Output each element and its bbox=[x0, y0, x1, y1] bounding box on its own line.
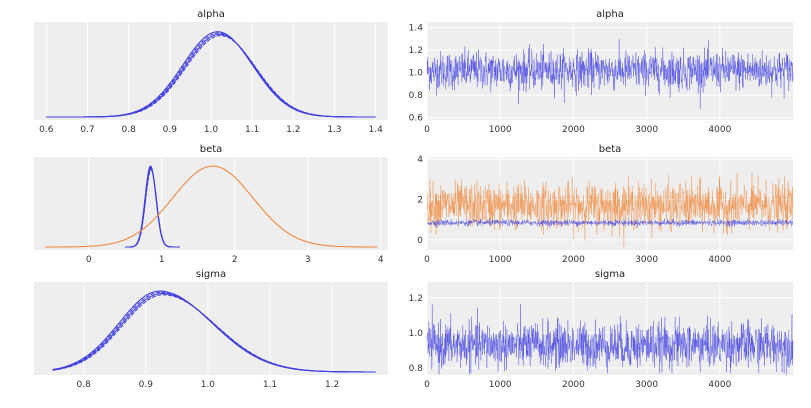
x-tick-label: 0 bbox=[86, 255, 92, 265]
x-tick-label: 4000 bbox=[708, 255, 731, 265]
panel-title: alpha bbox=[596, 9, 624, 20]
x-tick-label: 1.4 bbox=[368, 125, 383, 135]
density-curve bbox=[125, 169, 180, 248]
y-tick-label: 1.0 bbox=[409, 329, 424, 339]
density-curve bbox=[44, 165, 378, 248]
plot-area bbox=[34, 282, 388, 375]
x-tick-label: 1.2 bbox=[325, 380, 339, 390]
panel-title: beta bbox=[200, 144, 223, 155]
plot-area bbox=[427, 282, 793, 375]
x-tick-label: 1000 bbox=[489, 380, 512, 390]
x-tick-label: 3 bbox=[305, 255, 311, 265]
trace-line bbox=[427, 218, 794, 228]
x-tick-label: 0.6 bbox=[39, 125, 54, 135]
x-tick-label: 2000 bbox=[562, 255, 585, 265]
y-tick-label: 2 bbox=[417, 195, 423, 205]
y-tick-label: 0.8 bbox=[409, 364, 424, 374]
x-tick-label: 0.8 bbox=[77, 380, 92, 390]
x-tick-label: 1.1 bbox=[245, 125, 259, 135]
panel-beta-density: beta 0 1 2 3 4 bbox=[34, 144, 388, 265]
y-tick-label: 1.2 bbox=[409, 294, 423, 304]
x-tick-label: 3000 bbox=[635, 255, 658, 265]
x-tick-label: 1.3 bbox=[327, 125, 341, 135]
panel-alpha-trace: alpha 0 1000 2000 3000 4000 0.6 0.8 1.0 1.2 1.4 bbox=[409, 9, 794, 135]
x-tick-label: 1.0 bbox=[204, 125, 219, 135]
plot-area bbox=[34, 157, 388, 250]
x-tick-label: 0.8 bbox=[122, 125, 137, 135]
x-tick-label: 1000 bbox=[489, 125, 512, 135]
density-curve bbox=[46, 33, 376, 118]
y-tick-label: 0 bbox=[417, 236, 423, 246]
x-tick-label: 0.7 bbox=[80, 125, 94, 135]
x-tick-label: 2000 bbox=[562, 380, 585, 390]
panel-title: beta bbox=[599, 144, 622, 155]
x-tick-label: 4 bbox=[378, 255, 384, 265]
x-tick-label: 3000 bbox=[635, 380, 658, 390]
panel-title: alpha bbox=[197, 9, 225, 20]
x-tick-label: 1000 bbox=[489, 255, 512, 265]
x-tick-label: 0 bbox=[424, 380, 430, 390]
trace-line bbox=[426, 304, 794, 375]
x-tick-label: 0 bbox=[424, 125, 430, 135]
x-tick-label: 0 bbox=[424, 255, 430, 265]
x-tick-label: 1 bbox=[159, 255, 165, 265]
x-tick-label: 3000 bbox=[635, 125, 658, 135]
y-tick-label: 1.0 bbox=[409, 69, 424, 79]
panel-beta-trace: beta 0 1000 2000 3000 4000 0 2 4 bbox=[417, 144, 794, 265]
x-tick-label: 4000 bbox=[708, 380, 731, 390]
y-tick-label: 4 bbox=[417, 155, 423, 165]
x-tick-label: 1.0 bbox=[201, 380, 216, 390]
y-tick-label: 1.4 bbox=[409, 24, 424, 34]
trace-line bbox=[426, 39, 794, 109]
y-tick-label: 0.8 bbox=[409, 91, 424, 101]
density-curve bbox=[52, 294, 376, 373]
x-tick-label: 2 bbox=[232, 255, 238, 265]
x-tick-label: 1.2 bbox=[286, 125, 300, 135]
trace-line bbox=[426, 172, 794, 248]
x-tick-label: 1.1 bbox=[263, 380, 277, 390]
panel-title: sigma bbox=[595, 269, 625, 280]
y-tick-label: 1.2 bbox=[409, 46, 423, 56]
panel-title: sigma bbox=[196, 269, 226, 280]
panel-sigma-density: sigma 0.8 0.9 1.0 1.1 1.2 bbox=[34, 269, 388, 390]
x-tick-label: 4000 bbox=[708, 125, 731, 135]
x-tick-label: 0.9 bbox=[139, 380, 154, 390]
x-tick-label: 0.9 bbox=[163, 125, 178, 135]
panel-alpha-density: alpha 0.6 0.7 0.8 0.9 1.0 1.1 1.2 1.3 1.4 bbox=[34, 9, 388, 135]
y-tick-label: 0.6 bbox=[409, 114, 424, 124]
panel-sigma-trace: sigma 0 1000 2000 3000 4000 0.8 1.0 1.2 bbox=[409, 269, 794, 390]
x-tick-label: 2000 bbox=[562, 125, 585, 135]
